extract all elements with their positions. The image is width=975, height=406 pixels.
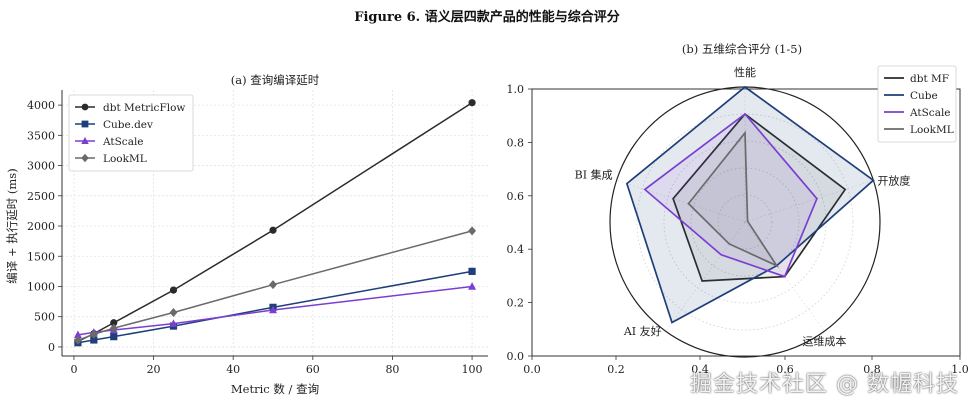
- legend-label: Cube.dev: [103, 119, 153, 131]
- data-point: [110, 319, 118, 327]
- radar-spoke: [744, 221, 825, 332]
- legend-label: LookML: [103, 153, 147, 165]
- x-tick-label: 80: [385, 363, 399, 376]
- line-chart-axes: 0 20 40 60 80 1000500100015002000250030003500…: [27, 90, 488, 376]
- line-chart-title: (a) 查询编译延时: [231, 73, 320, 87]
- legend-label: AtScale: [102, 136, 144, 148]
- y-tick-label: 3500: [27, 129, 55, 142]
- data-point: [468, 226, 477, 236]
- legend-label: dbt MF: [910, 73, 949, 85]
- line-chart-grid: [62, 90, 488, 356]
- legend-label: dbt MetricFlow: [103, 102, 185, 114]
- legend-label: AtScale: [909, 107, 951, 119]
- y-tick-label: 3000: [27, 160, 55, 173]
- frame-y-tick-label: 0.8: [507, 136, 525, 149]
- figure-title: Figure 6. 语义层四款产品的性能与综合评分: [354, 9, 619, 25]
- frame-x-tick-label: 0.6: [776, 363, 794, 376]
- radar-frame-box: [531, 88, 961, 357]
- y-tick-label: 2500: [27, 190, 55, 203]
- frame-y-tick-label: 0.6: [507, 190, 525, 203]
- data-point: [73, 330, 82, 339]
- data-point: [169, 307, 178, 317]
- frame-y-tick-label: 0.4: [507, 243, 525, 256]
- x-tick-label: 100: [462, 363, 483, 376]
- line-chart-legend: dbt MetricFlow Cube.dev AtScale LookML: [68, 94, 194, 172]
- y-axis-label: 编译 + 执行延时 (ms): [5, 168, 19, 283]
- data-point: [468, 267, 476, 275]
- y-tick-label: 2000: [27, 220, 55, 233]
- radar-series-polygon: [625, 85, 875, 324]
- legend-marker: [81, 103, 89, 111]
- radar-series-polygon: [687, 130, 780, 268]
- radar-axis-label: 开放度: [877, 173, 910, 187]
- x-tick-label: 0: [70, 363, 77, 376]
- watermark: 掘金技术社区 @ 数幄科技: [690, 372, 959, 397]
- data-point: [169, 319, 178, 327]
- radar-axis-label: 运维成本: [802, 334, 846, 348]
- x-axis-label: Metric 数 / 查询: [231, 382, 319, 396]
- legend-box: [68, 94, 194, 172]
- data-point: [269, 226, 277, 234]
- radar-legend: dbt MF Cube AtScale LookML: [877, 65, 957, 143]
- radar-series-polygon: [672, 112, 847, 282]
- data-point: [109, 323, 118, 333]
- radar-chart: (b) 五维综合评分 (1-5) 0.0 0.2 0.4 0.6 0.8 1.00.00.…: [507, 42, 969, 376]
- data-point: [110, 333, 118, 341]
- frame-x-tick-label: 0.4: [691, 363, 709, 376]
- data-point: [269, 305, 277, 314]
- radar-spoke: [744, 179, 874, 223]
- radar-axis-label: BI 集成: [575, 167, 613, 181]
- radar-axis-label: AI 友好: [623, 324, 662, 338]
- y-tick-label: 0: [48, 341, 55, 354]
- y-tick-label: 1000: [27, 280, 55, 293]
- data-point: [269, 280, 277, 290]
- line-chart-series: [73, 99, 477, 347]
- legend-label: Cube: [910, 90, 938, 102]
- x-tick-label: 60: [306, 363, 320, 376]
- data-point: [468, 99, 476, 107]
- line-chart: (a) 查询编译延时 0 20 40 60 80 10005001000150020002…: [5, 73, 488, 396]
- radar-series-polygon: [643, 112, 818, 278]
- x-tick-label: 20: [147, 363, 161, 376]
- radar-frame: 0.0 0.2 0.4 0.6 0.8 1.0 0.0 0.2 0.4 0.6 0.8 1.0: [507, 83, 969, 376]
- radar-axis-label: 性能: [734, 65, 756, 79]
- radar-ring: [690, 167, 800, 277]
- radar-ring: [717, 194, 773, 250]
- frame-x-tick-label: 0.0: [523, 363, 541, 376]
- data-point: [468, 282, 477, 290]
- frame-y-tick-label: 0.2: [507, 297, 525, 310]
- data-point: [73, 335, 82, 345]
- frame-y-tick-label: 0.0: [507, 350, 525, 363]
- y-tick-label: 1500: [27, 250, 55, 263]
- radar-spoke: [665, 221, 746, 332]
- y-tick-label: 4000: [27, 99, 55, 112]
- data-point: [169, 286, 178, 294]
- frame-x-tick-label: 0.2: [607, 363, 625, 376]
- legend-box: [877, 65, 957, 143]
- x-tick-label: 40: [226, 363, 240, 376]
- radar-series: [625, 85, 875, 324]
- frame-x-tick-label: 1.0: [951, 363, 969, 376]
- legend-marker: [81, 153, 89, 163]
- legend-label: LookML: [910, 124, 954, 136]
- frame-x-tick-label: 0.8: [863, 363, 881, 376]
- radar-spoke: [616, 179, 746, 223]
- legend-marker: [81, 120, 89, 128]
- y-tick-label: 500: [34, 311, 55, 324]
- legend-marker: [81, 136, 89, 145]
- data-point: [89, 329, 98, 339]
- radar-chart-title: (b) 五维综合评分 (1-5): [682, 42, 802, 56]
- data-point: [90, 336, 98, 344]
- frame-y-tick-label: 1.0: [507, 83, 525, 96]
